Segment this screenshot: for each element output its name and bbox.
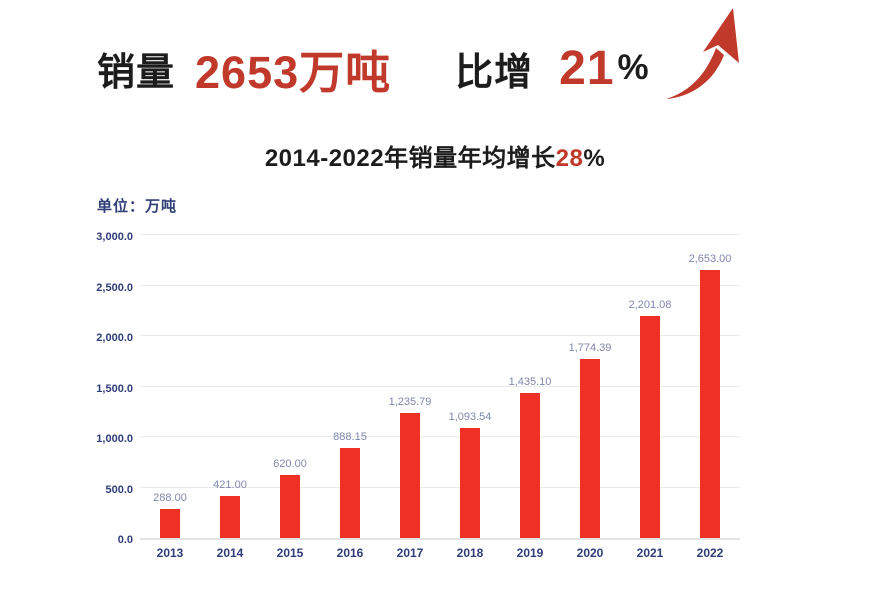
bar-2022: [700, 270, 720, 538]
bar-value-label: 2,653.00: [688, 253, 732, 265]
bar-value-label: 888.15: [333, 431, 367, 444]
x-tick-label: 2016: [336, 546, 364, 560]
percent-sign: %: [617, 48, 650, 87]
increase-label: 比增: [455, 51, 534, 94]
bar-value-label: 1,774.39: [568, 341, 612, 354]
bar-value-label: 1,435.10: [508, 376, 552, 389]
y-tick-label: 1,500.0: [96, 382, 133, 395]
subtitle-prefix: 2014-2022年销量年均增长: [264, 145, 556, 172]
bar-2014: [220, 495, 240, 538]
y-tick-label: 2,500.0: [96, 281, 133, 294]
y-tick-label: 1,000.0: [96, 433, 133, 445]
x-tick-label: 2015: [276, 546, 304, 560]
arrow-head: [703, 8, 739, 63]
bar-slot: 1,235.79: [380, 396, 440, 538]
subtitle-percent: %: [583, 145, 606, 172]
sales-value: 2653万吨: [195, 46, 392, 98]
x-tick-label: 2022: [696, 546, 724, 560]
y-tick-label: 500.0: [105, 483, 133, 496]
subtitle-highlight: 28: [555, 145, 584, 172]
bar-2015: [280, 475, 300, 538]
gridline: [140, 436, 740, 437]
bar-slot: 288.00: [140, 492, 200, 538]
gridline: [140, 385, 740, 387]
gridline: [140, 486, 740, 488]
gridline: [140, 234, 740, 235]
bar-2016: [340, 448, 360, 538]
y-tick-label: 3,000.0: [96, 231, 133, 243]
x-tick-label: 2021: [636, 546, 664, 560]
bar-value-label: 288.00: [153, 491, 187, 504]
bar-2013: [160, 508, 180, 538]
y-tick-label: 0.0: [117, 534, 133, 546]
x-tick-label: 2017: [396, 546, 424, 560]
x-tick-label: 2018: [456, 546, 484, 560]
bar-2018: [460, 427, 480, 538]
bar-slot: 1,774.39: [560, 342, 620, 538]
y-tick-label: 2,000.0: [96, 332, 133, 344]
increase-value: 21: [559, 41, 615, 95]
gridline: [140, 284, 740, 286]
arrow-tail: [666, 48, 724, 99]
x-tick-label: 2019: [516, 546, 544, 560]
bar-2017: [400, 413, 420, 538]
x-tick-label: 2013: [156, 546, 184, 560]
bar-value-label: 421.00: [213, 478, 247, 491]
x-axis: 2013 2014 2015 2016 2017 2018 2019 2020 2021 2022: [140, 546, 740, 560]
bar-slot: 1,435.10: [500, 376, 560, 538]
bar-2020: [580, 358, 600, 538]
bar-value-label: 620.00: [273, 458, 307, 471]
y-axis: 3,000.0 2,500.0 2,000.0 1,500.0 1,000.0 500.0…: [58, 231, 133, 546]
bar-slot: 2,653.00: [680, 253, 740, 538]
subtitle: 2014-2022年销量年均增长28%: [0, 138, 870, 173]
growth-arrow-icon: [666, 8, 739, 99]
bar-2019: [520, 393, 540, 538]
bar-value-label: 1,093.54: [448, 410, 492, 423]
bar-slot: 888.15: [320, 431, 380, 538]
unit-label: 单位：万吨: [97, 198, 178, 215]
bar-2021: [640, 315, 660, 538]
bar-slot: 1,093.54: [440, 411, 500, 538]
sales-label: 销量: [97, 51, 176, 94]
bar-value-label: 1,235.79: [388, 396, 432, 409]
headline: 销量 2653万吨 比增 21 %: [97, 36, 650, 100]
x-tick-label: 2014: [216, 546, 244, 560]
bars: 288.00 421.00 620.00 888.15 1,235.79 1,093.54…: [140, 237, 740, 538]
bar-slot: 620.00: [260, 458, 320, 538]
bar-slot: 421.00: [200, 478, 260, 538]
bar-value-label: 2,201.08: [628, 298, 672, 311]
plot-area: 288.00 421.00 620.00 888.15 1,235.79 1,093.54…: [140, 234, 740, 540]
x-tick-label: 2020: [576, 546, 604, 560]
bar-slot: 2,201.08: [620, 299, 680, 538]
gridline: [140, 335, 740, 336]
